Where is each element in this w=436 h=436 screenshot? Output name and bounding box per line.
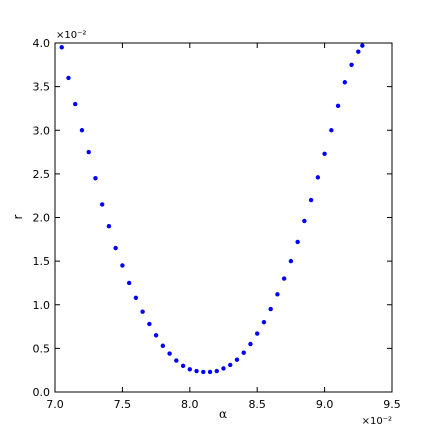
data-point: [356, 49, 361, 54]
x-axis-ticks: 7.0 7.5 8.0 8.5 9.0 9.5: [46, 43, 401, 411]
data-point: [93, 176, 98, 181]
data-point: [66, 75, 71, 81]
x-tick-label: 7.0: [46, 398, 64, 411]
data-point: [201, 369, 206, 375]
data-point: [167, 351, 172, 356]
y-tick-label: 2.5: [33, 168, 51, 181]
data-point: [153, 333, 159, 338]
data-point: [342, 80, 348, 85]
x-tick-label: 9.0: [316, 398, 334, 411]
data-point: [281, 276, 287, 281]
data-point: [322, 151, 327, 157]
data-point: [194, 368, 199, 374]
data-point: [288, 258, 294, 264]
data-point: [315, 175, 321, 180]
data-point: [275, 292, 280, 297]
x-tick-label: 8.5: [248, 398, 266, 411]
plot-frame: [54, 42, 393, 393]
data-point: [140, 309, 145, 314]
data-point: [79, 128, 85, 133]
data-point: [302, 218, 307, 224]
data-point: [73, 101, 78, 107]
x-tick-label: 9.5: [383, 398, 401, 411]
data-point: [360, 43, 365, 48]
data-point: [59, 45, 64, 50]
data-point: [349, 62, 354, 68]
y-tick-label: 1.0: [33, 299, 51, 312]
data-point: [214, 368, 219, 374]
data-point: [241, 350, 246, 355]
data-point: [99, 202, 105, 207]
y-tick-label: 3.5: [33, 81, 51, 94]
y-axis-offset-label: ×10⁻²: [56, 30, 86, 41]
y-tick-label: 0.0: [33, 386, 51, 399]
data-point: [221, 366, 226, 371]
data-point: [113, 245, 118, 251]
y-axis-label: r: [11, 214, 25, 219]
data-point: [255, 331, 260, 336]
data-point: [329, 128, 334, 133]
data-point: [248, 341, 253, 347]
data-point: [174, 358, 179, 363]
x-axis-label: α: [219, 407, 227, 421]
data-point: [261, 320, 267, 325]
data-point: [106, 224, 112, 229]
y-tick-label: 0.5: [33, 342, 51, 355]
data-point: [308, 197, 314, 203]
data-point: [228, 362, 233, 368]
data-point: [86, 149, 91, 155]
data-point: [268, 306, 273, 312]
x-axis-offset-label: ×10⁻²: [362, 416, 392, 427]
y-tick-label: 4.0: [33, 37, 51, 50]
y-tick-label: 2.0: [33, 212, 51, 225]
data-point: [147, 321, 152, 327]
x-tick-label: 8.0: [181, 398, 199, 411]
data-point: [160, 343, 166, 348]
y-axis-ticks: 0.0 0.5 1.0 1.5 2.0 2.5 3.0 3.5 4.0: [33, 37, 392, 399]
y-tick-label: 1.5: [33, 255, 51, 268]
data-point: [187, 367, 192, 372]
data-point: [133, 295, 139, 300]
plot-area: [55, 43, 392, 392]
x-tick-label: 7.5: [114, 398, 132, 411]
data-point: [180, 363, 186, 369]
data-point: [126, 280, 132, 286]
scatter-points: [59, 43, 365, 375]
data-point: [295, 239, 300, 245]
data-point: [207, 369, 213, 375]
data-point: [335, 103, 341, 109]
y-tick-label: 3.0: [33, 124, 51, 137]
data-point: [120, 263, 125, 268]
data-point: [234, 357, 240, 362]
